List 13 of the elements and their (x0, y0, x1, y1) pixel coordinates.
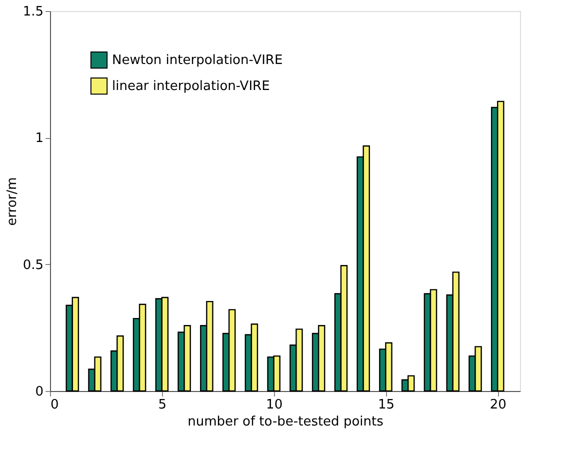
x-tick-label: 10 (266, 398, 283, 412)
x-tick-label: 15 (378, 398, 394, 412)
x-tick-label: 20 (490, 398, 506, 412)
y-axis-title: error/m (4, 177, 20, 226)
x-tick-label: 0 (50, 398, 59, 412)
x-tick-label: 5 (158, 398, 167, 412)
y-tick-label: 0 (35, 384, 44, 400)
y-tick-label: 0.5 (22, 258, 44, 273)
legend-label: linear interpolation-VIRE (112, 79, 270, 94)
y-tick-label: 1 (35, 131, 44, 146)
legend-label: Newton interpolation-VIRE (112, 53, 283, 68)
x-axis-title: number of to-be-tested points (188, 414, 384, 430)
y-tick-label: 1.5 (22, 4, 44, 20)
